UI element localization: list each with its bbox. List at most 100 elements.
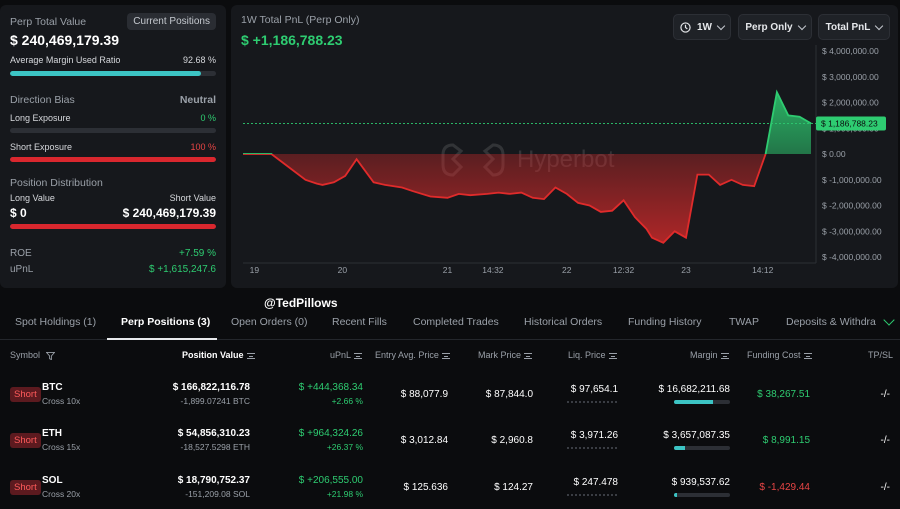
position-distribution-label: Position Distribution — [10, 177, 103, 189]
long-exposure-bar — [10, 128, 216, 133]
mark-price: $ 124.27 — [494, 482, 533, 493]
short-exposure-bar — [10, 157, 216, 162]
tab-perp-positions[interactable]: Perp Positions (3) — [121, 316, 211, 328]
positions-tabs: Spot Holdings (1) Perp Positions (3) Ope… — [0, 308, 900, 340]
current-positions-button[interactable]: Current Positions — [127, 13, 216, 30]
header-mark-price[interactable]: Mark Price — [478, 350, 533, 360]
current-value-tag: $ 1,186,788.23 — [816, 116, 886, 131]
tab-open-orders[interactable]: Open Orders (0) — [231, 316, 308, 328]
position-distribution-bar — [10, 224, 216, 229]
tab-historical-orders[interactable]: Historical Orders — [524, 316, 603, 328]
y-tick-label: $ -4,000,000.00 — [822, 252, 882, 262]
tab-funding-history[interactable]: Funding History — [628, 316, 702, 328]
liq-price: $ 247.478 — [573, 477, 619, 488]
pnl-area-negative — [243, 154, 811, 243]
side-badge: Short — [10, 480, 41, 495]
y-tick-label: $ -3,000,000.00 — [822, 226, 882, 236]
roe-value: +7.59 % — [179, 248, 216, 259]
upnl-percent: +26.37 % — [326, 442, 363, 452]
upnl-value: $ +964,324.26 — [298, 428, 363, 439]
sort-icon[interactable] — [720, 352, 729, 359]
funding-cost: $ 38,267.51 — [757, 389, 810, 400]
sort-icon[interactable] — [441, 352, 450, 359]
perp-filter-value: Perp Only — [745, 21, 793, 33]
funding-cost: $ -1,429.44 — [759, 482, 810, 493]
tpsl-value[interactable]: -/- — [880, 389, 890, 400]
header-entry-price[interactable]: Entry Avg. Price — [375, 350, 450, 360]
chart-title: 1W Total PnL (Perp Only) — [241, 14, 360, 26]
portfolio-summary-panel: Perp Total Value Current Positions $ 240… — [0, 5, 226, 288]
table-row[interactable]: Short SOL Cross 20x $ 18,790,752.37 -151,209… — [0, 468, 900, 509]
leverage-label: Cross 20x — [42, 489, 81, 499]
entry-price: $ 88,077.9 — [400, 389, 448, 400]
x-tick-label: 19 — [250, 265, 260, 275]
tab-spot-holdings[interactable]: Spot Holdings (1) — [15, 316, 97, 328]
y-axis: $ 4,000,000.00 $ 3,000,000.00 $ 2,000,000.… — [815, 45, 882, 263]
pnl-area-chart: Hyperbot $ 4,000,000.00$ 3,000,000.00$ 2… — [243, 45, 886, 275]
short-exposure-value: 100 % — [190, 142, 216, 152]
table-row[interactable]: Short BTC Cross 10x $ 166,822,116.78 -1,899.… — [0, 375, 900, 421]
liq-distance-indicator — [567, 447, 617, 449]
liq-distance-indicator — [567, 494, 617, 496]
x-tick-label: 23 — [681, 265, 691, 275]
perp-filter-dropdown[interactable]: Perp Only — [738, 14, 812, 40]
sort-icon[interactable] — [354, 352, 363, 359]
sort-icon[interactable] — [524, 352, 533, 359]
header-funding-cost[interactable]: Funding Cost — [747, 350, 812, 360]
symbol-name[interactable]: BTC — [42, 382, 63, 393]
x-tick-label: 20 — [338, 265, 348, 275]
tab-deposits-withdraw[interactable]: Deposits & Withdraw — [786, 316, 876, 328]
x-tick-label: 12:32 — [613, 265, 635, 275]
header-position-value[interactable]: Position Value — [182, 350, 255, 360]
header-liq-price[interactable]: Liq. Price — [568, 350, 617, 360]
header-margin[interactable]: Margin — [690, 350, 729, 360]
liq-distance-indicator — [567, 401, 617, 403]
tab-completed-trades[interactable]: Completed Trades — [413, 316, 499, 328]
margin-usage-bar — [674, 446, 730, 450]
y-tick-label: $ -1,000,000.00 — [822, 175, 882, 185]
sort-icon[interactable] — [246, 352, 255, 359]
margin-value: $ 3,657,087.35 — [663, 430, 730, 441]
metric-value: Total PnL — [825, 21, 871, 33]
x-tick-label: 14:32 — [482, 265, 504, 275]
y-tick-label: $ 3,000,000.00 — [822, 72, 879, 82]
filter-icon[interactable] — [45, 351, 56, 360]
entry-price: $ 125.636 — [403, 482, 449, 493]
short-value: $ 240,469,179.39 — [122, 206, 216, 220]
position-value: $ 54,856,310.23 — [177, 428, 250, 439]
metric-dropdown[interactable]: Total PnL — [818, 14, 890, 40]
tab-twap[interactable]: TWAP — [729, 316, 759, 328]
margin-usage-bar — [674, 400, 730, 404]
tpsl-value[interactable]: -/- — [880, 482, 890, 493]
sort-icon[interactable] — [803, 352, 812, 359]
sort-icon[interactable] — [608, 352, 617, 359]
pnl-line-negative — [243, 154, 767, 244]
position-value: $ 166,822,116.78 — [172, 382, 250, 393]
direction-bias-value: Neutral — [179, 94, 216, 106]
mark-price: $ 2,960.8 — [491, 435, 533, 446]
upnl-value: $ +444,368.34 — [298, 382, 363, 393]
tab-recent-fills[interactable]: Recent Fills — [332, 316, 387, 328]
upnl-value: $ +1,615,247.6 — [148, 264, 216, 275]
symbol-name[interactable]: SOL — [42, 475, 63, 486]
perp-total-value-label: Perp Total Value — [10, 15, 87, 28]
y-tick-label: $ 2,000,000.00 — [822, 98, 879, 108]
direction-bias-label: Direction Bias — [10, 94, 75, 106]
symbol-name[interactable]: ETH — [42, 428, 62, 439]
timeframe-dropdown[interactable]: 1W — [673, 14, 731, 40]
active-tab-indicator — [107, 338, 217, 340]
tabs-expand-chevron-icon[interactable] — [883, 314, 895, 326]
long-value: $ 0 — [10, 206, 27, 220]
header-upnl[interactable]: uPnL — [330, 350, 363, 360]
side-badge: Short — [10, 387, 41, 402]
y-tick-label: $ -2,000,000.00 — [822, 201, 882, 211]
position-size: -1,899.07241 BTC — [180, 396, 250, 406]
table-row[interactable]: Short ETH Cross 15x $ 54,856,310.23 -18,527.… — [0, 421, 900, 467]
header-symbol[interactable]: Symbol — [10, 350, 56, 360]
upnl-value: $ +206,555.00 — [298, 475, 363, 486]
mark-price: $ 87,844.0 — [485, 389, 533, 400]
long-exposure-value: 0 % — [200, 113, 216, 123]
tpsl-value[interactable]: -/- — [880, 435, 890, 446]
clock-icon — [680, 21, 691, 33]
short-value-label: Short Value — [169, 193, 216, 203]
